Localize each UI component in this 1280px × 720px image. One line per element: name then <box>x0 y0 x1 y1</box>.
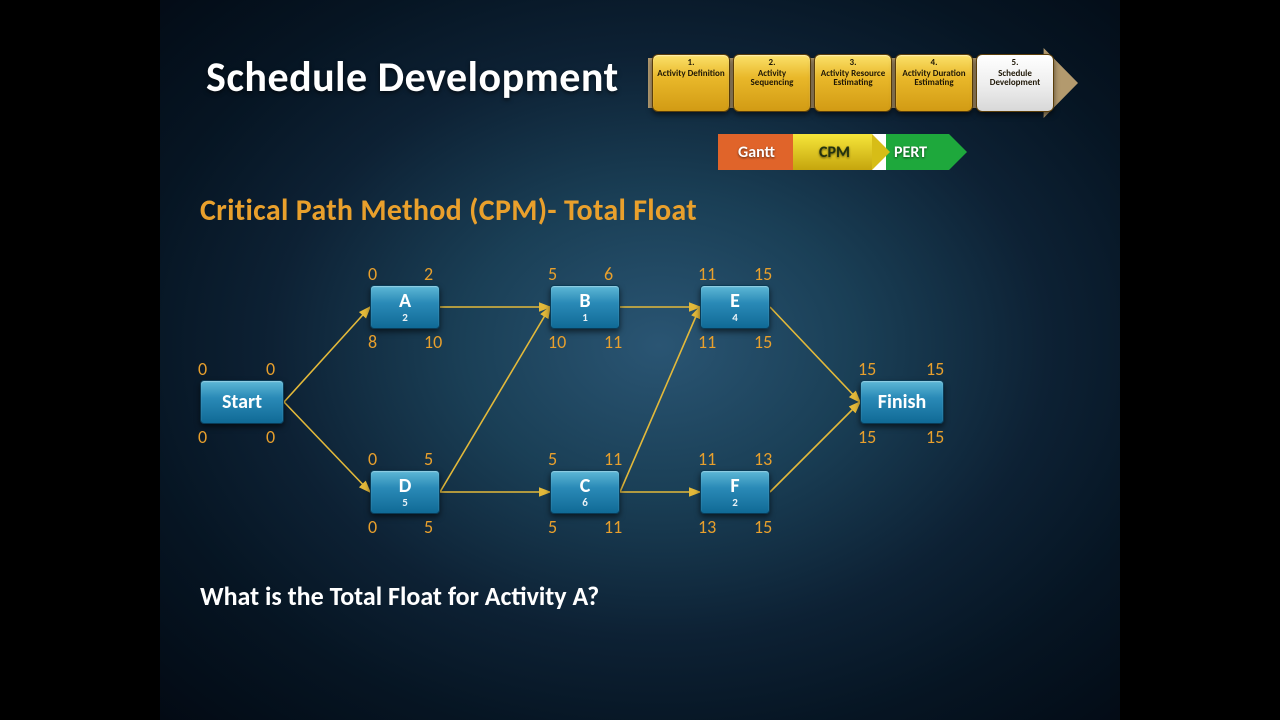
node-finish: Finish <box>860 380 944 424</box>
val-B-ls: 10 <box>548 331 566 353</box>
val-E-ef: 15 <box>754 263 772 285</box>
val-B-es: 5 <box>548 263 557 285</box>
val-D-ls: 0 <box>368 516 377 538</box>
val-F-lf: 15 <box>754 516 772 538</box>
val-D-ef: 5 <box>424 448 433 470</box>
val-start-ls: 0 <box>198 426 207 448</box>
val-B-ef: 6 <box>604 263 613 285</box>
val-E-ls: 11 <box>698 331 716 353</box>
val-finish-es: 15 <box>858 358 876 380</box>
cpm-network-diagram: Start0000A202810D50505B1561011C6511511E4… <box>160 230 1120 570</box>
process-step-2: 2.Activity Sequencing <box>733 54 811 112</box>
process-step-1: 1.Activity Definition <box>652 54 730 112</box>
val-C-es: 5 <box>548 448 557 470</box>
section-subtitle: Critical Path Method (CPM)- Total Float <box>200 192 697 229</box>
process-step-4: 4.Activity Duration Estimating <box>895 54 973 112</box>
val-C-lf: 11 <box>604 516 622 538</box>
node-D: D5 <box>370 470 440 514</box>
val-B-lf: 11 <box>604 331 622 353</box>
val-finish-ls: 15 <box>858 426 876 448</box>
val-A-lf: 10 <box>424 331 442 353</box>
val-D-es: 0 <box>368 448 377 470</box>
node-start: Start <box>200 380 284 424</box>
val-A-ef: 2 <box>424 263 433 285</box>
process-step-3: 3.Activity Resource Estimating <box>814 54 892 112</box>
node-F: F2 <box>700 470 770 514</box>
chevron-cpm: CPM <box>793 134 872 170</box>
val-finish-lf: 15 <box>926 426 944 448</box>
val-start-lf: 0 <box>266 426 275 448</box>
val-D-lf: 5 <box>424 516 433 538</box>
node-A: A2 <box>370 285 440 329</box>
val-F-ef: 13 <box>754 448 772 470</box>
node-B: B1 <box>550 285 620 329</box>
val-E-lf: 15 <box>754 331 772 353</box>
process-steps: 1.Activity Definition2.Activity Sequenci… <box>652 54 1054 112</box>
node-C: C6 <box>550 470 620 514</box>
val-E-es: 11 <box>698 263 716 285</box>
val-start-ef: 0 <box>266 358 275 380</box>
node-E: E4 <box>700 285 770 329</box>
slide: Schedule Development 1.Activity Definiti… <box>160 0 1120 720</box>
edge-start-D <box>284 402 370 492</box>
val-C-ls: 5 <box>548 516 557 538</box>
val-C-ef: 11 <box>604 448 622 470</box>
val-start-es: 0 <box>198 358 207 380</box>
edge-C-E <box>620 307 700 492</box>
val-A-es: 0 <box>368 263 377 285</box>
question-text: What is the Total Float for Activity A? <box>200 580 599 612</box>
diagram-edges <box>160 230 1120 570</box>
method-chevrons: GanttCPMPERT <box>718 134 949 170</box>
page-title: Schedule Development <box>206 52 619 103</box>
edge-E-finish <box>770 307 860 402</box>
chevron-gantt: Gantt <box>718 134 797 170</box>
edge-start-A <box>284 307 370 402</box>
val-finish-ef: 15 <box>926 358 944 380</box>
edge-F-finish <box>770 402 860 492</box>
val-F-es: 11 <box>698 448 716 470</box>
val-F-ls: 13 <box>698 516 716 538</box>
edge-D-B <box>440 307 550 492</box>
process-step-5: 5.Schedule Development <box>976 54 1054 112</box>
val-A-ls: 8 <box>368 331 377 353</box>
